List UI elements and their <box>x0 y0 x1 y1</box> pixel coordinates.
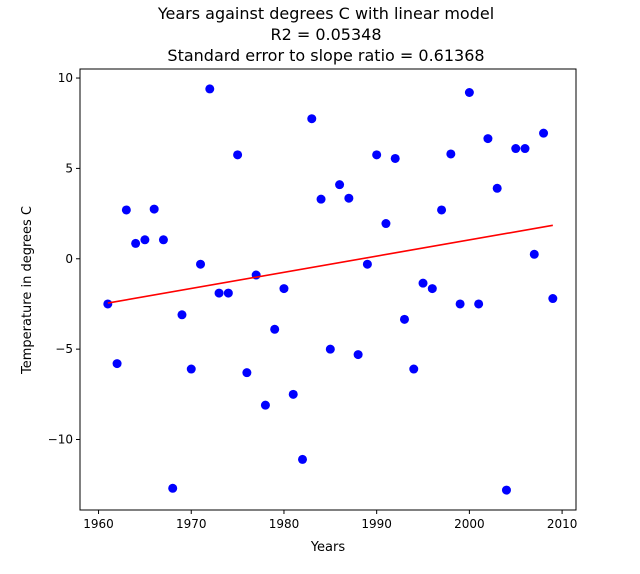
data-point <box>112 359 122 369</box>
y-tick-label: −5 <box>55 342 73 356</box>
data-point <box>427 284 437 294</box>
data-point <box>223 288 233 298</box>
data-point <box>418 278 428 288</box>
data-point <box>260 400 270 410</box>
data-point <box>492 183 502 193</box>
data-point <box>158 235 168 245</box>
x-tick-label: 1980 <box>269 517 300 531</box>
data-point <box>307 114 317 124</box>
data-point <box>520 144 530 154</box>
title-line-1: Years against degrees C with linear mode… <box>157 4 494 23</box>
y-axis-label: Temperature in degrees C <box>20 206 35 375</box>
data-point <box>233 150 243 160</box>
data-point <box>298 454 308 464</box>
data-point <box>196 259 206 269</box>
x-tick-label: 1970 <box>176 517 207 531</box>
data-point <box>446 149 456 159</box>
data-point <box>511 144 521 154</box>
data-point <box>381 219 391 229</box>
data-point <box>362 259 372 269</box>
data-point <box>390 153 400 163</box>
data-point <box>131 238 141 248</box>
title-line-3: Standard error to slope ratio = 0.61368 <box>167 46 484 65</box>
data-point <box>121 205 131 215</box>
plot-area <box>103 84 558 495</box>
data-point <box>335 180 345 190</box>
title-line-2: R2 = 0.05348 <box>270 25 381 44</box>
data-point <box>539 128 549 138</box>
data-point <box>437 205 447 215</box>
x-tick-label: 2010 <box>547 517 578 531</box>
data-point <box>103 299 113 309</box>
y-tick-label: 5 <box>65 161 73 175</box>
data-point <box>455 299 465 309</box>
data-point <box>344 193 354 203</box>
y-tick-label: 10 <box>58 71 73 85</box>
x-tick-label: 1960 <box>83 517 114 531</box>
x-axis: 1960 1970 1980 1990 2000 2010 <box>83 510 577 531</box>
x-tick-label: 2000 <box>454 517 485 531</box>
data-point <box>242 368 252 378</box>
data-point <box>140 235 150 245</box>
data-point <box>483 134 493 144</box>
data-point <box>279 284 289 294</box>
data-point <box>399 314 409 324</box>
data-point <box>529 249 539 259</box>
data-point <box>501 485 511 495</box>
data-point <box>288 389 298 399</box>
data-point <box>205 84 215 94</box>
data-point <box>409 364 419 374</box>
data-point <box>548 294 558 304</box>
data-point <box>270 324 280 334</box>
data-point <box>177 310 187 320</box>
data-point <box>168 483 178 493</box>
x-tick-label: 1990 <box>361 517 392 531</box>
chart-title: Years against degrees C with linear mode… <box>157 4 494 65</box>
data-point <box>353 350 363 360</box>
data-point <box>316 194 326 204</box>
data-point <box>474 299 484 309</box>
data-point <box>186 364 196 374</box>
data-point <box>325 344 335 354</box>
data-point <box>372 150 382 160</box>
y-tick-label: −10 <box>48 433 73 447</box>
regression-line <box>107 224 553 304</box>
x-axis-label: Years <box>310 540 346 555</box>
data-point <box>464 87 474 97</box>
data-point <box>149 204 159 214</box>
data-point <box>214 288 224 298</box>
y-tick-label: 0 <box>65 252 73 266</box>
y-axis: −10 −5 0 5 10 <box>48 71 80 447</box>
axes-frame <box>79 68 577 511</box>
